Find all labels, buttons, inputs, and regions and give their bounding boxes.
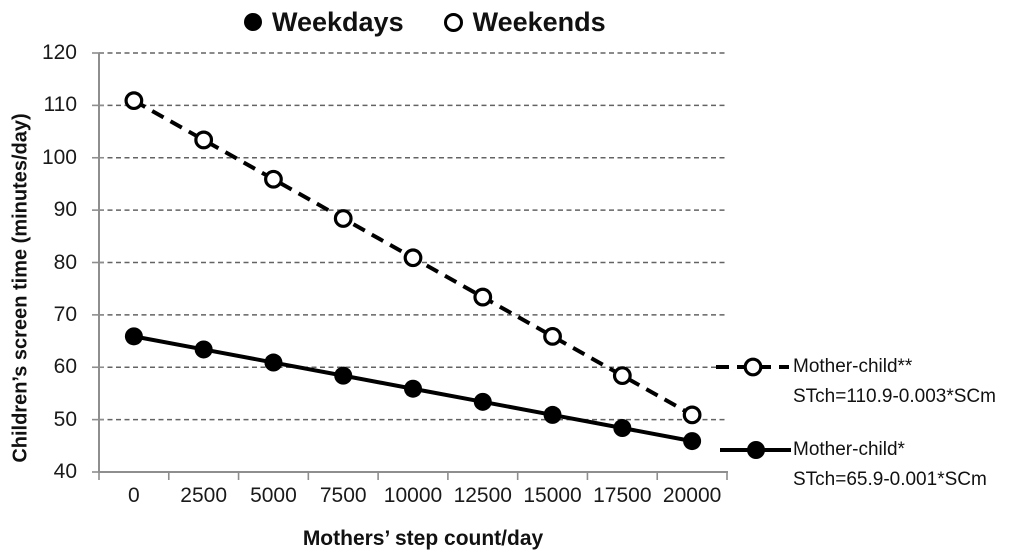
data-point-weekdays — [194, 340, 213, 359]
x-axis-title: Mothers’ step count/day — [302, 527, 544, 550]
annotation-key-filled-circle — [747, 441, 765, 459]
data-point-weekends — [264, 169, 283, 189]
data-point-weekends — [473, 287, 493, 307]
y-tick-label: 80 — [53, 250, 77, 274]
x-tick-label: 17500 — [593, 484, 652, 507]
data-point-weekends — [682, 405, 702, 425]
data-point-weekends — [612, 366, 632, 386]
legend-label-weekdays: Weekdays — [272, 6, 404, 37]
data-point-weekdays — [473, 392, 492, 411]
data-point-weekdays — [683, 432, 702, 451]
legend-label-weekends: Weekends — [472, 6, 606, 37]
annotation-weekends-name: Mother-child** — [793, 356, 913, 377]
x-tick-label: 12500 — [453, 484, 512, 507]
x-tick-label: 15000 — [523, 484, 582, 507]
x-tick-label: 0 — [128, 484, 140, 507]
data-point-weekdays — [613, 419, 632, 438]
y-tick-label: 40 — [53, 460, 77, 483]
legend-item-weekdays: Weekdays — [244, 7, 404, 38]
y-tick-label: 50 — [53, 407, 77, 431]
filled-circle-icon — [244, 13, 262, 31]
annotation-key-open-circle — [743, 357, 763, 377]
y-tick-label: 120 — [41, 41, 77, 64]
y-tick-label: 60 — [53, 355, 77, 379]
data-point-weekends — [333, 209, 353, 228]
data-point-weekdays — [543, 405, 562, 424]
data-point-weekends — [403, 248, 423, 268]
open-circle-icon — [443, 12, 463, 32]
y-tick-label: 90 — [53, 198, 77, 222]
x-tick-label: 5000 — [250, 484, 297, 507]
data-point-weekdays — [124, 327, 143, 346]
x-tick-label: 20000 — [662, 484, 722, 507]
data-point-weekdays — [404, 379, 422, 398]
annotation-weekdays-equation: STch=65.9-0.001*SCm — [793, 469, 987, 490]
annotation-weekdays-name: Mother-child* — [793, 439, 905, 460]
y-tick-label: 70 — [53, 302, 77, 326]
annotation-weekdays: Mother-child* STch=65.9-0.001*SCm — [793, 435, 1024, 495]
chart-legend: Weekdays Weekends — [244, 4, 606, 40]
y-tick-label: 110 — [43, 93, 77, 117]
data-point-weekdays — [264, 353, 283, 372]
annotation-weekends: Mother-child** STch=110.9-0.003*SCm — [793, 352, 1024, 412]
x-tick-label: 2500 — [180, 484, 228, 507]
y-tick-label: 100 — [41, 145, 77, 169]
data-point-weekends — [543, 326, 562, 346]
data-point-weekdays — [334, 366, 353, 385]
data-point-weekends — [194, 130, 214, 150]
legend-item-weekends: Weekends — [443, 6, 606, 38]
data-point-weekends — [124, 91, 144, 111]
annotation-weekends-equation: STch=110.9-0.003*SCm — [793, 386, 996, 407]
x-tick-label: 10000 — [383, 484, 443, 507]
x-tick-label: 7500 — [319, 484, 367, 507]
